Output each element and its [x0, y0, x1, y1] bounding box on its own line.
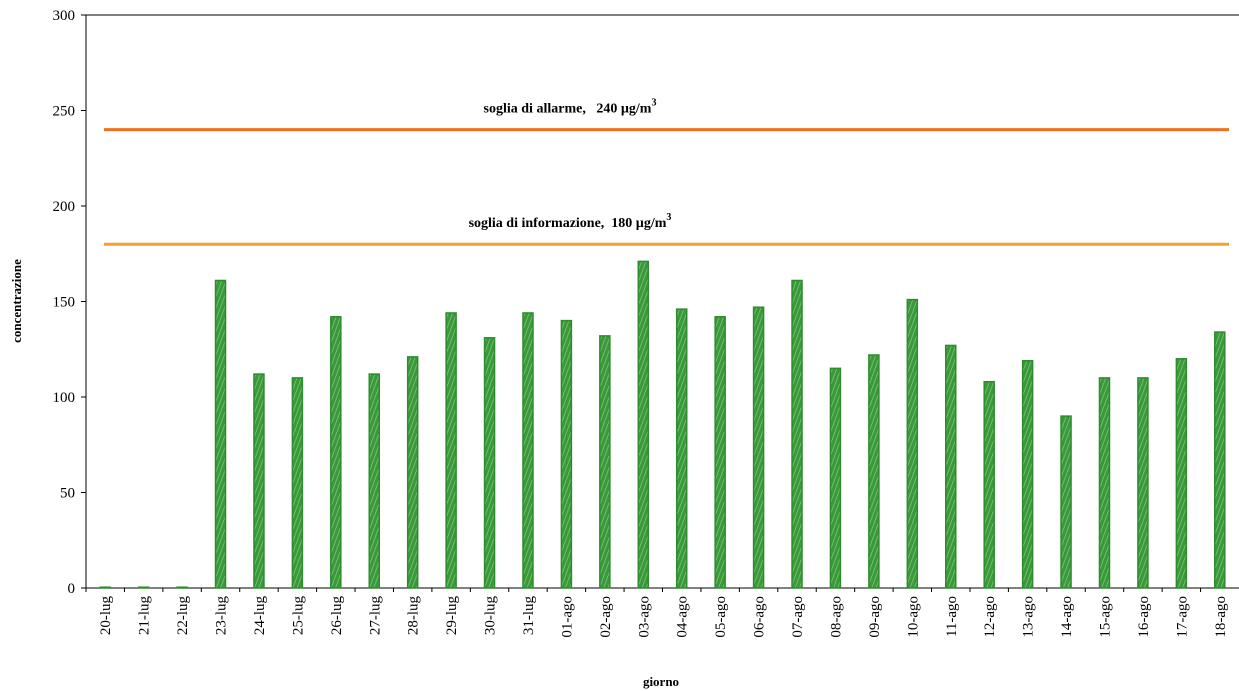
bar-20-lug — [99, 586, 111, 589]
bar-17-ago — [1175, 358, 1188, 589]
bar-series — [99, 260, 1226, 589]
x-tick-label: 09-ago — [867, 596, 883, 638]
x-tick-label: 02-ago — [598, 596, 614, 638]
threshold-label-180: soglia di informazione, 180 µg/m3 — [469, 212, 672, 231]
threshold-label-text: soglia di allarme, 240 µg/m — [484, 102, 652, 117]
bar-22-lug — [176, 586, 188, 589]
x-tick-label: 28-lug — [406, 596, 422, 636]
y-axis: 0 50 100 150 200 250 300 — [53, 8, 1239, 597]
y-tick-label: 100 — [53, 390, 76, 406]
y-axis-title: concentrazione — [9, 259, 24, 343]
bar-07-ago — [791, 279, 803, 589]
x-tick-label: 04-ago — [675, 596, 691, 638]
y-tick-label: 250 — [53, 104, 76, 120]
bar-27-lug — [368, 373, 380, 589]
bar-23-lug — [214, 279, 227, 589]
x-tick-label: 16-ago — [1136, 596, 1152, 638]
x-tick-label: 18-ago — [1213, 596, 1229, 638]
bar-24-lug — [253, 373, 265, 589]
x-tick-label: 10-ago — [905, 596, 921, 638]
x-tick-label: 17-ago — [1174, 596, 1190, 638]
x-tick-label: 13-ago — [1021, 596, 1037, 638]
x-tick-label: 27-lug — [367, 596, 383, 636]
x-tick-label: 01-ago — [559, 596, 575, 638]
bar-18-ago — [1214, 331, 1226, 589]
x-tick-label: 26-lug — [329, 596, 345, 636]
bar-30-lug — [483, 337, 496, 589]
x-tick-label: 23-lug — [214, 596, 230, 636]
x-tick-label: 05-ago — [713, 596, 729, 638]
x-tick-label: 30-lug — [483, 596, 499, 636]
bar-13-ago — [1021, 359, 1034, 589]
x-axis: 20-lug 21-lug 22-lug 23-lug 24-lug 25-lug 26-l… — [85, 587, 1239, 638]
bar-09-ago — [868, 354, 880, 589]
y-tick-label: 50 — [60, 486, 75, 502]
bar-26-lug — [330, 316, 342, 589]
x-tick-label: 29-lug — [444, 596, 460, 636]
bar-29-lug — [445, 312, 457, 589]
y-tick-label: 0 — [68, 581, 76, 597]
bar-31-lug — [522, 312, 534, 589]
x-tick-label: 21-lug — [137, 596, 153, 636]
x-axis-title: giorno — [643, 674, 679, 689]
bar-02-ago — [599, 335, 611, 589]
bar-15-ago — [1098, 377, 1111, 589]
bar-05-ago — [714, 316, 726, 589]
bar-10-ago — [906, 298, 919, 589]
x-tick-label: 12-ago — [982, 596, 998, 638]
bar-28-lug — [406, 356, 419, 589]
x-tick-label: 15-ago — [1097, 596, 1113, 638]
bar-03-ago — [637, 260, 650, 589]
threshold-label-240: soglia di allarme, 240 µg/m3 — [484, 98, 657, 117]
x-tick-label: 24-lug — [252, 596, 268, 636]
x-tick-label: 11-ago — [944, 596, 960, 637]
x-tick-label: 06-ago — [752, 596, 768, 638]
x-tick-label: 31-lug — [521, 596, 537, 636]
x-tick-label: 20-lug — [98, 596, 114, 636]
y-tick-label: 300 — [53, 8, 76, 24]
bar-25-lug — [291, 377, 304, 589]
x-tick-label: 08-ago — [828, 596, 844, 638]
bar-06-ago — [752, 306, 765, 589]
y-tick-label: 150 — [53, 295, 76, 311]
bar-08-ago — [829, 367, 842, 589]
bar-01-ago — [560, 319, 573, 589]
x-tick-label: 03-ago — [636, 596, 652, 638]
x-tick-label: 07-ago — [790, 596, 806, 638]
threshold-label-superscript: 3 — [666, 212, 671, 223]
bar-16-ago — [1137, 377, 1149, 589]
x-tick-label: 22-lug — [175, 596, 191, 636]
bar-12-ago — [983, 380, 995, 589]
x-tick-label: 14-ago — [1059, 596, 1075, 638]
x-tick-label: 25-lug — [290, 596, 306, 636]
y-tick-label: 200 — [53, 199, 76, 215]
bar-11-ago — [945, 344, 957, 589]
threshold-label-superscript: 3 — [651, 98, 656, 109]
bar-21-lug — [137, 586, 150, 589]
bar-14-ago — [1060, 415, 1072, 589]
threshold-label-text: soglia di informazione, 180 µg/m — [469, 216, 667, 231]
bar-04-ago — [675, 308, 688, 589]
